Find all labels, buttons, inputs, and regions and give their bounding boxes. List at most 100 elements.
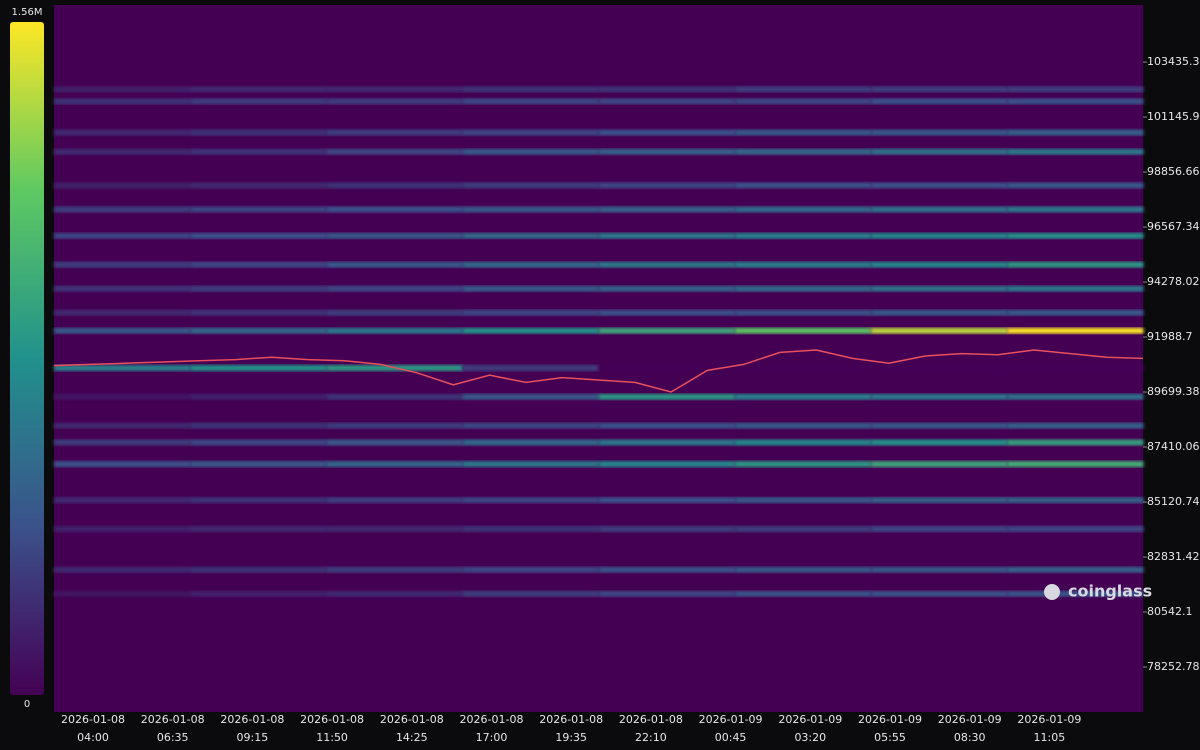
x-tick-date: 2026-01-09 [858,713,922,726]
heat-cell [54,590,191,597]
heat-cell [870,129,1008,136]
heat-cell [870,525,1008,532]
heat-cell [462,439,599,446]
heat-cell [54,439,191,446]
x-tick-time: 17:00 [476,731,508,744]
heat-cell [734,525,872,532]
heat-cell [54,566,191,573]
heat-cell [1006,439,1144,446]
heat-cell [598,206,736,213]
heat-cell [326,461,463,468]
heat-cell [326,261,463,268]
colorbar-label: 1.56M [12,7,43,18]
heat-cell [190,232,327,239]
heat-cell [326,309,463,316]
heat-cell [326,590,463,597]
heat-cell [734,148,872,155]
heat-cell [462,129,599,136]
x-tick-time: 08:30 [954,731,986,744]
heat-cell [190,148,327,155]
heat-cell [54,461,191,468]
heat-cell [462,422,599,429]
heat-cell [326,525,463,532]
heat-cell [598,439,736,446]
heat-cell [870,566,1008,573]
heat-cell [870,422,1008,429]
heat-cell [598,393,736,400]
heat-cell [54,309,191,316]
heat-cell [1006,86,1144,93]
heat-cell [190,590,327,597]
heat-cell [190,566,327,573]
heat-cell [190,497,327,504]
heat-cell [870,393,1008,400]
y-tick-label: 98856.66 [1147,165,1200,178]
x-tick-time: 00:45 [715,731,747,744]
heat-cell [1006,393,1144,400]
heat-cell [326,422,463,429]
heat-cell [462,148,599,155]
heat-cell [326,182,463,189]
x-tick-time: 06:35 [157,731,189,744]
heat-cell [1006,309,1144,316]
y-tick-label: 94278.02 [1147,275,1200,288]
heat-cell [598,285,736,292]
y-tick-label: 101145.98 [1147,110,1200,123]
x-tick-date: 2026-01-08 [380,713,444,726]
heat-cell [190,285,327,292]
plot-area [54,5,1143,712]
heat-cell [598,566,736,573]
heat-cell [870,261,1008,268]
heat-cell [54,148,191,155]
heat-cell [462,86,599,93]
price-line [53,349,1144,393]
heat-cell [326,497,463,504]
heat-cell [190,309,327,316]
heat-cell [326,393,463,400]
heat-cell [190,327,327,334]
heat-cell [462,206,599,213]
heat-cell [1006,566,1144,573]
heat-cell [598,422,736,429]
heat-cell [1006,497,1144,504]
heat-cell [598,182,736,189]
heat-cell [870,182,1008,189]
heat-cell [54,422,191,429]
heat-cell [1006,327,1144,334]
heat-cell [190,98,327,105]
heat-cell [734,497,872,504]
x-tick-date: 2026-01-09 [778,713,842,726]
heat-cell [462,461,599,468]
heat-cell [598,86,736,93]
heat-cell [462,285,599,292]
heat-cell [870,309,1008,316]
heat-cell [190,525,327,532]
heat-cell [598,309,736,316]
watermark-text: coinglass [1068,582,1152,601]
heat-cell [54,232,191,239]
x-tick-date: 2026-01-09 [699,713,763,726]
heat-cell [870,86,1008,93]
heat-cell [326,285,463,292]
heat-cell [462,261,599,268]
x-tick-time: 11:05 [1034,731,1066,744]
heat-cell [54,497,191,504]
heat-cell [598,327,736,334]
heat-cell [734,422,872,429]
x-tick-time: 03:20 [794,731,826,744]
heat-cell [734,393,872,400]
x-tick-time: 19:35 [555,731,587,744]
heat-cell [1006,364,1144,371]
color-bar [10,22,44,695]
y-tick-label: 103435.3 [1147,55,1200,68]
heat-cell [54,285,191,292]
x-tick-date: 2026-01-08 [300,713,364,726]
heat-cell [462,232,599,239]
x-tick-time: 04:00 [77,731,109,744]
heat-cell [54,364,191,371]
heat-cell [598,497,736,504]
heat-cell [598,525,736,532]
heat-cell [734,261,872,268]
heat-cell [870,232,1008,239]
heat-cell [54,525,191,532]
